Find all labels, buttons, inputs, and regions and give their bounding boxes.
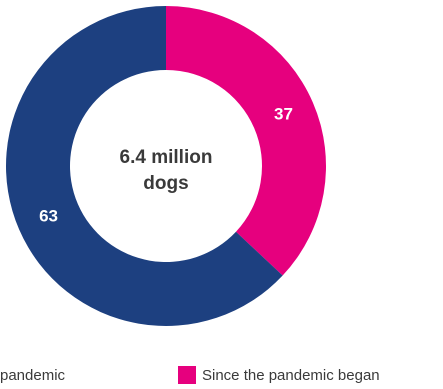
- legend-label: Since the pandemic began: [202, 366, 380, 384]
- donut-slice-label-1: 63: [39, 206, 58, 225]
- donut-slice-1: [5, 6, 283, 326]
- center-label-line1: 6.4 million: [119, 147, 213, 168]
- donut-slice-label-0: 37: [274, 105, 293, 124]
- legend-item-since-pandemic: Since the pandemic began: [178, 365, 380, 385]
- legend-label: pandemic: [0, 366, 66, 384]
- legend-item-pandemic: pandemic: [0, 365, 65, 385]
- donut-slice-0: [166, 6, 326, 276]
- center-label-line2: dogs: [143, 173, 189, 194]
- donut-center-label: 6.4 million dogs: [76, 145, 256, 197]
- legend-swatch: [178, 366, 196, 384]
